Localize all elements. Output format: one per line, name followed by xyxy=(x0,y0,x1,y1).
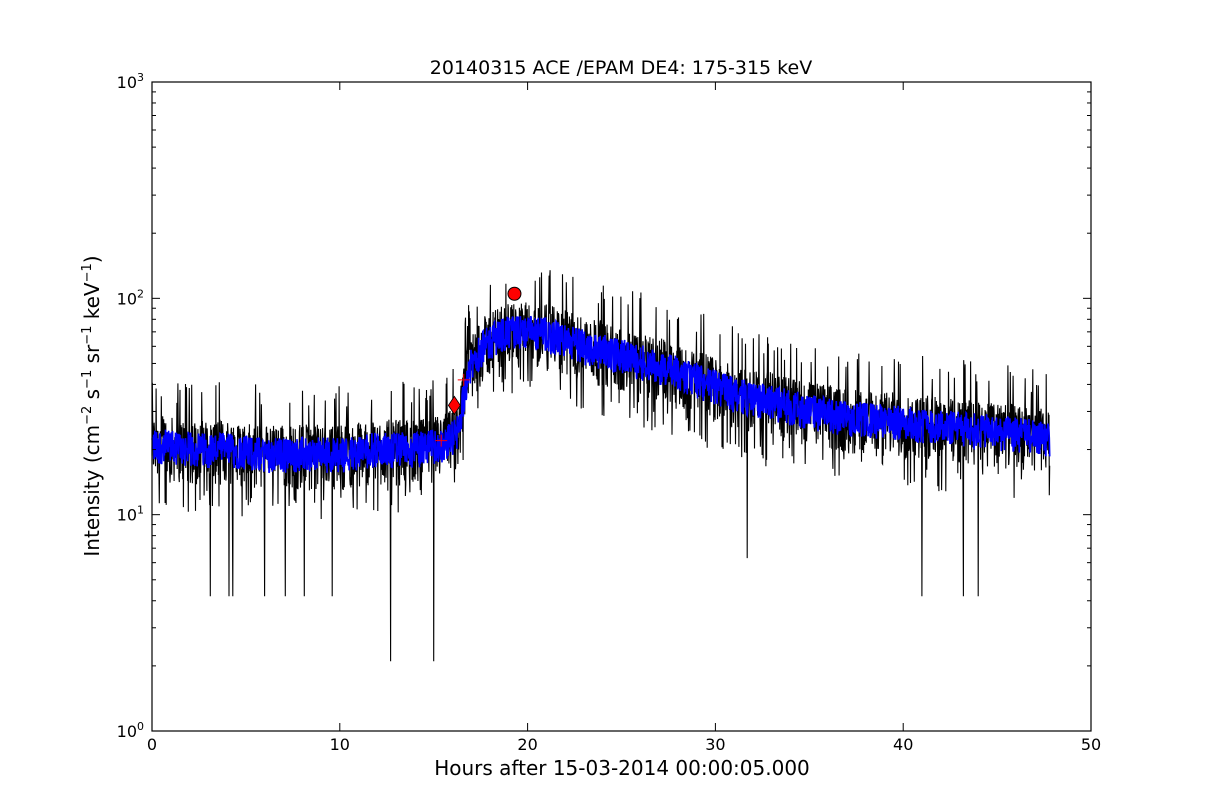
x-tick-label: 30 xyxy=(705,735,725,754)
x-tick-label: 40 xyxy=(893,735,913,754)
event-markers xyxy=(435,286,522,447)
smoothed-intensity-line xyxy=(151,315,1051,474)
y-tick-label: 102 xyxy=(117,287,144,308)
x-tick-label: 50 xyxy=(1081,735,1101,754)
smoothed-intensity-series xyxy=(151,315,1051,474)
cross-marker xyxy=(435,434,448,447)
onset-diamond-marker xyxy=(447,395,461,416)
y-axis-ticks: 100 101 102 103 xyxy=(117,71,1091,741)
x-axis-ticks: 0 10 20 30 40 50 xyxy=(147,82,1101,754)
x-axis-label: Hours after 15-03-2014 00:00:05.000 xyxy=(434,756,810,780)
y-tick-label: 100 xyxy=(117,720,144,741)
peak-circle-marker xyxy=(507,286,522,301)
x-tick-label: 0 xyxy=(147,735,157,754)
y-tick-label: 103 xyxy=(117,71,144,92)
y-axis-label: Intensity (cm−2 s−1 sr−1 keV−1) xyxy=(80,255,104,556)
cross-marker xyxy=(457,373,470,386)
chart-title: 20140315 ACE /EPAM DE4: 175-315 keV xyxy=(430,57,812,79)
plot-frame xyxy=(151,81,1092,732)
x-tick-label: 20 xyxy=(517,735,537,754)
plot-area xyxy=(151,82,1091,731)
x-tick-label: 10 xyxy=(330,735,350,754)
y-tick-label: 101 xyxy=(117,504,144,525)
